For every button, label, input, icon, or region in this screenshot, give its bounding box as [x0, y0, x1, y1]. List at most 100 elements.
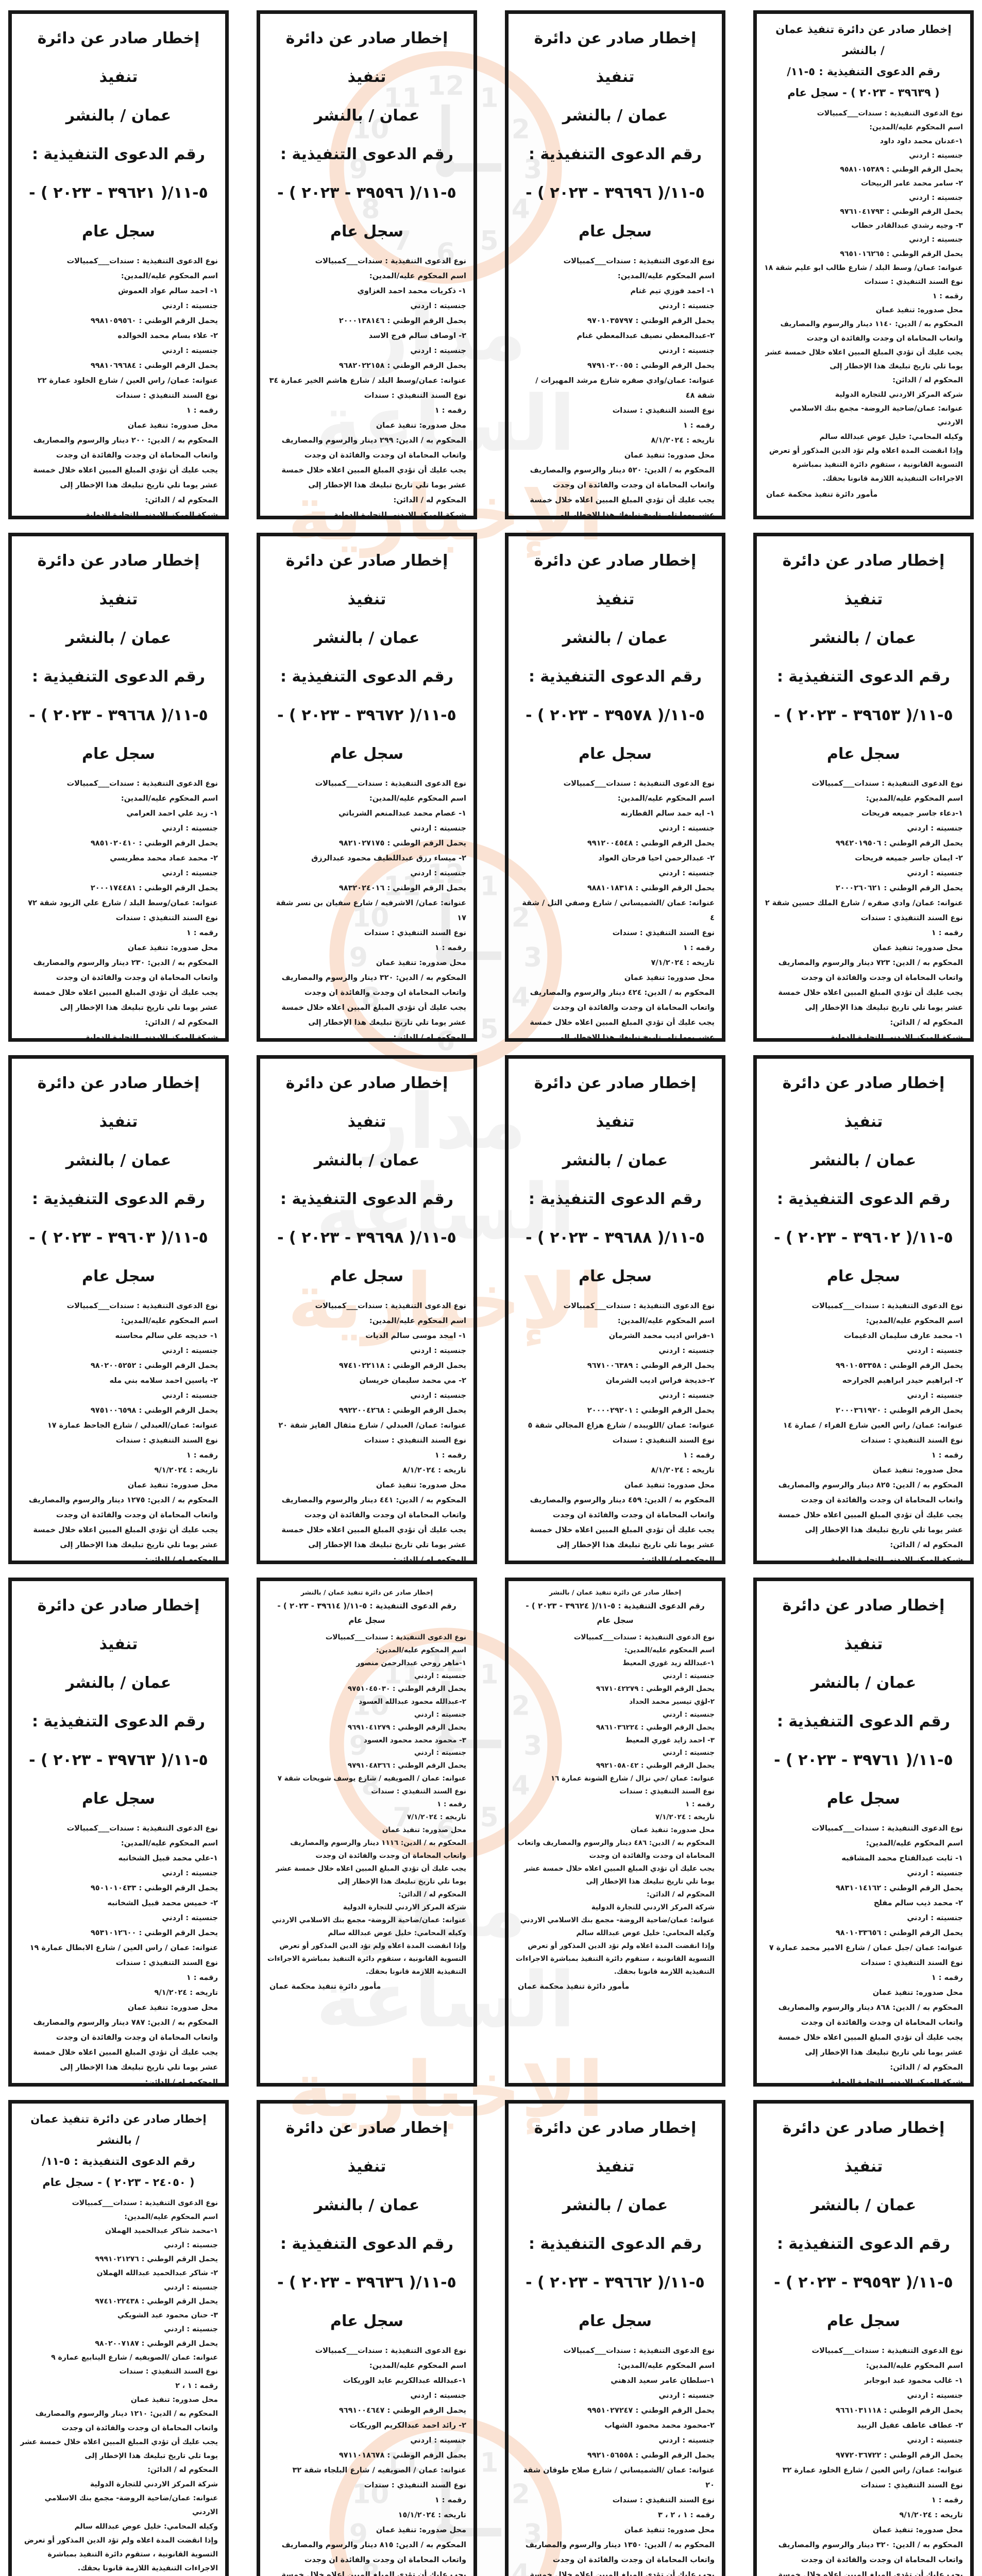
notice-r4-39624: إخطار صادر عن دائرة تنفيذ عمان / بالنشر ر… — [505, 1578, 725, 2087]
notice-header-line: إخطار صادر عن دائرة تنفيذ — [782, 2119, 945, 2176]
notice-header-line: سجل عام — [826, 1790, 901, 1808]
bond-type: نوع السند التنفيذي : سندات — [860, 914, 963, 922]
notice-header-line: سجل عام — [578, 1267, 652, 1285]
debtor-nationality: جنسيته : اردني — [909, 151, 963, 160]
bond-number: رقمه : ١ — [931, 1974, 963, 1982]
notice-header-line: رقم الدعوى التنفيذية : ٥-١١/( ٣٩٦١٤ - ٢٠… — [277, 1601, 456, 1625]
payment-demand: يجب عليك أن تؤدي المبلغ المبين اعلاه خلا… — [778, 1511, 963, 1534]
notice-header-line: ٥-١١/( ٣٩٦٧٢ - ٢٠٢٣ ) - — [277, 706, 456, 724]
debtor-national-id: يحمل الرقم الوطني : ٩٦٥١٠١٦٢٦٥ — [840, 249, 963, 258]
debtor-nationality: جنسيته : اردني — [162, 1392, 218, 1400]
debtor-address: عنوانه: عمان/ العبدلي / شارع مثقال الفاي… — [278, 1421, 466, 1430]
notice-r4-39614: إخطار صادر عن دائرة تنفيذ عمان / بالنشر ر… — [257, 1578, 477, 2087]
bond-number: رقمه : ١ ، ٢ ، ٣ — [657, 2511, 715, 2519]
debtor-list-header: اسم المحكوم عليه/المدين: — [121, 794, 218, 803]
creditor-header: المحكوم له / الدائن: — [393, 1556, 466, 1564]
debtor-list-header: اسم المحكوم عليه/المدين: — [617, 272, 715, 280]
bond-number: رقمه : ١ — [434, 406, 466, 415]
notice-r3-39602: إخطار صادر عن دائرة تنفيذ عمان / بالنشر رق… — [753, 1055, 974, 1564]
notice-body: نوع الدعوى التنفيذية : سندات___كمبيالات ا… — [19, 1299, 218, 1564]
debtor-nationality: جنسيته : اردني — [410, 1392, 466, 1400]
notice-header-line: عمان / بالنشر — [810, 2196, 917, 2214]
notice-header-line: سجل عام — [826, 2312, 901, 2330]
notice-header: إخطار صادر عن دائرة تنفيذ عمان / بالنشر رق… — [19, 541, 218, 773]
notice-body: نوع الدعوى التنفيذية : سندات___كمبيالات ا… — [267, 2344, 466, 2576]
creditor-name: شركة المركز الاردني للتجارة الدولية — [85, 511, 218, 519]
bond-number: رقمه : ١ — [683, 944, 715, 952]
bond-type: نوع السند التنفيذي : سندات — [115, 392, 218, 400]
creditor-name: شركة المركز الاردني للتجارة الدولية — [343, 1903, 466, 1912]
judgment-amount: المحكوم به / الدين: ١٢٧٥ دينار والرسوم و… — [28, 1496, 218, 1519]
notice-header: إخطار صادر عن دائرة تنفيذ عمان / بالنشر رق… — [764, 1586, 963, 1818]
case-type-line: نوع الدعوى التنفيذية : سندات___كمبيالات — [563, 1302, 715, 1310]
debtor-address: عنوانه: عمان/وادي صقره شارع مرشد المهيرا… — [535, 377, 715, 400]
bond-type: نوع السند التنفيذي : سندات — [115, 1436, 218, 1445]
debtor-address: عنوانه: عمان / الصويفيه / شارع يوسف شويح… — [277, 1774, 466, 1783]
bond-type: نوع السند التنفيذي : سندات — [612, 406, 715, 415]
notice-r2-39668: إخطار صادر عن دائرة تنفيذ عمان / بالنشر رق… — [8, 533, 229, 1042]
notice-header: إخطار صادر عن دائرة تنفيذ عمان / بالنشر رق… — [764, 2109, 963, 2341]
creditor-name: شركة المركز الاردني للتجارة الدولية — [835, 390, 963, 399]
notice-header-line: ٥-١١/( ٣٩٥٩٦ - ٢٠٢٣ ) - — [277, 184, 456, 202]
bond-number: رقمه : ١ — [434, 944, 466, 952]
notice-header-line: عمان / بالنشر — [810, 629, 917, 647]
notice-header-line: إخطار صادر عن دائرة تنفيذ — [534, 552, 697, 608]
notice-header-line: سجل عام — [81, 745, 156, 763]
debtor-nationality: جنسيته : اردني — [164, 2283, 218, 2292]
judgment-amount: المحكوم به / الدين: ٤٥٩ دينار والرسوم وا… — [530, 1496, 715, 1519]
debtor-list-header: اسم المحكوم عليه/المدين: — [866, 1839, 963, 1848]
notice-header: إخطار صادر عن دائرة تنفيذ عمان / بالنشر رق… — [267, 19, 466, 251]
debtor-name: ١-سلطان عامر سعيد الدهني — [611, 2377, 715, 2385]
bond-date: تاريخه : ٧/١/٢٠٢٤ — [655, 1813, 715, 1822]
notice-header: إخطار صادر عن دائرة تنفيذ عمان / بالنشر رق… — [267, 541, 466, 773]
debtor-national-id: يحمل الرقم الوطني : ٢٠٠٠١٣٨١٤٦ — [338, 317, 466, 325]
issue-place: محل صدوره: تنفيذ عمان — [624, 2526, 715, 2534]
debtor-address: عنوانه: عمان /حي نزال / شارع الشونة عمار… — [550, 1774, 715, 1783]
notice-header-line: ٥-١١/( ٣٩٦٩٦ - ٢٠٢٣ ) - — [526, 184, 705, 202]
debtor-name: ١- احمد سالم عواد العموش — [118, 287, 218, 295]
judgment-amount: المحكوم به / الدين: ٢٠٠ دينار والرسوم وا… — [33, 436, 218, 460]
debtor-name: ١- غالب محمود عبد ابوجابر — [865, 2377, 963, 2385]
debtor-name: ٢- شاكر عبدالحميد عبدالله الهملان — [96, 2269, 218, 2278]
creditor-header: المحكوم له / الدائن: — [145, 1556, 218, 1564]
debtor-national-id: يحمل الرقم الوطني : ٩٧٥١٠٠٦٥٩٨ — [90, 1406, 218, 1415]
notice-header-line: رقم الدعوى التنفيذية : — [31, 1190, 206, 1208]
creditor-name: شركة المركز الاردني للتجارة الدولية — [830, 1556, 963, 1564]
case-type-line: نوع الدعوى التنفيذية : سندات___كمبيالات — [66, 1302, 218, 1310]
notice-header-line: رقم الدعوى التنفيذية : — [280, 1190, 454, 1208]
notice-header: إخطار صادر عن دائرة تنفيذ عمان / بالنشر رق… — [19, 19, 218, 251]
creditor-header: المحكوم له / الدائن: — [393, 1033, 466, 1042]
notice-header-line: عمان / بالنشر — [562, 107, 668, 125]
debtor-national-id: يحمل الرقم الوطني : ٩٨٢١٠٢٧١٧٥ — [338, 839, 466, 848]
case-type-line: نوع الدعوى التنفيذية : سندات___كمبيالات — [563, 257, 715, 265]
debtor-national-id: يحمل الرقم الوطني : ٩٨٠٢٠٠٧١٨٧ — [95, 2339, 218, 2348]
bond-number: رقمه : ١ — [186, 929, 218, 937]
debtor-nationality: جنسيته : اردني — [162, 347, 218, 355]
payment-demand: يجب عليك أن تؤدي المبلغ المبين اعلاه خلا… — [765, 348, 963, 371]
debtor-national-id: يحمل الرقم الوطني : ٩٩٤٢٠١٩٥٠٦ — [835, 839, 963, 848]
debtor-name: ١-عبدالله عبدالكريم عايد الوريكات — [343, 2377, 466, 2385]
notice-header-line: سجل عام — [578, 223, 652, 241]
debtor-list-header: اسم المحكوم عليه/المدين: — [376, 1646, 466, 1654]
debtor-name: ٣- حنان محمود عبد الشويكي — [117, 2311, 218, 2320]
notice-header: إخطار صادر عن دائرة تنفيذ عمان / بالنشر رق… — [267, 1064, 466, 1296]
notice-header-line: رقم الدعوى التنفيذية : ٥-١١/( ٣٩٦٢٤ - ٢٠… — [526, 1601, 705, 1625]
notice-header-line: إخطار صادر عن دائرة تنفيذ عمان / بالنشر — [549, 1588, 682, 1596]
bond-number: رقمه : ١ — [186, 406, 218, 415]
payment-demand: يجب عليك أن تؤدي المبلغ المبين اعلاه خلا… — [778, 2571, 963, 2576]
notice-r5-39636: إخطار صادر عن دائرة تنفيذ عمان / بالنشر رق… — [257, 2100, 477, 2576]
debtor-national-id: يحمل الرقم الوطني : ٩٧٩١٠٤٨٣٦٦ — [347, 1761, 466, 1770]
issue-place: محل صدوره: تنفيذ عمان — [127, 421, 218, 430]
debtor-nationality: جنسيته : اردني — [162, 1869, 218, 1877]
notice-body: نوع الدعوى التنفيذية : سندات___كمبيالات ا… — [19, 2196, 218, 2576]
creditor-name: شركة المركز الاردني للتجارة الدولية — [830, 1033, 963, 1042]
payment-demand: يجب عليك أن تؤدي المبلغ المبين اعلاه خلا… — [33, 1526, 218, 1549]
notice-header-line: ٥-١١/( ٣٩٧٦٣ - ٢٠٢٣ ) - — [29, 1751, 208, 1769]
debtor-nationality: جنسيته : اردني — [658, 2436, 715, 2445]
notice-header-line: رقم الدعوى التنفيذية : — [528, 2235, 702, 2253]
debtor-nationality: جنسيته : اردني — [907, 1347, 963, 1355]
notice-header-line: عمان / بالنشر — [562, 2196, 668, 2214]
debtor-nationality: جنسيته : اردني — [662, 1749, 715, 1757]
notice-body: نوع الدعوى التنفيذية : سندات___كمبيالات ا… — [516, 776, 715, 1038]
